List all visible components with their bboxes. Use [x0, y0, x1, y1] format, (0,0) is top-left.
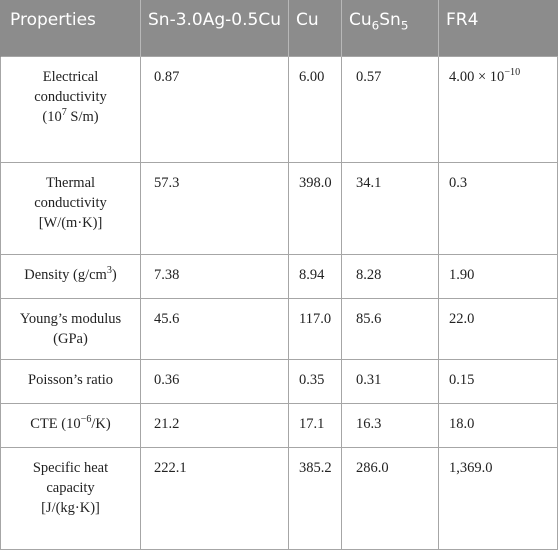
label-line: Electrical — [42, 68, 99, 85]
cell-cu: 6.00 — [288, 55, 342, 163]
cell-fr4-sup: −10 — [504, 66, 521, 78]
cell-cu6sn5: 85.6 — [341, 297, 439, 360]
label-line: conductivity — [34, 194, 107, 211]
cell-fr4: 1.90 — [438, 253, 558, 299]
header-cu6sn5-mid: Sn — [379, 10, 401, 30]
table-row: CTE (10−6/K) 21.2 17.1 16.3 18.0 — [0, 402, 558, 448]
header-fr4: FR4 — [438, 0, 558, 56]
row-label-thermal-conductivity: Thermal conductivity [W/(m·K)] — [0, 161, 141, 255]
label-unit-pre: (10 — [42, 108, 62, 125]
table-header: Properties Sn-3.0Ag-0.5Cu Cu Cu6Sn5 FR4 — [0, 0, 558, 56]
label-line: capacity — [46, 479, 95, 496]
label-unit-sup: 7 — [61, 106, 67, 118]
label-sup: −6 — [80, 413, 92, 425]
table-row: Poisson’s ratio 0.36 0.35 0.31 0.15 — [0, 358, 558, 404]
table-row: Density (g/cm3) 7.38 8.94 8.28 1.90 — [0, 253, 558, 299]
cell-sac305: 0.87 — [140, 55, 289, 163]
row-label-specific-heat-capacity: Specific heat capacity [J/(kg·K)] — [0, 446, 141, 550]
header-sac305: Sn-3.0Ag-0.5Cu — [140, 0, 289, 56]
row-label-density: Density (g/cm3) — [0, 253, 141, 299]
label-post: ) — [111, 266, 117, 283]
label-pre: Density (g/cm — [24, 266, 107, 283]
cell-cu6sn5: 16.3 — [341, 402, 439, 448]
label-line: [J/(kg·K)] — [41, 499, 100, 516]
cell-cu6sn5: 8.28 — [341, 253, 439, 299]
header-cu6sn5-base: Cu — [349, 10, 372, 30]
cell-cu: 0.35 — [288, 358, 342, 404]
cell-fr4-base: 4.00 × 10 — [449, 68, 505, 85]
table-body: Electrical conductivity (107 S/m) 0.87 6… — [0, 55, 558, 550]
cell-sac305: 222.1 — [140, 446, 289, 550]
label-sup: 3 — [106, 264, 112, 276]
cell-cu: 398.0 — [288, 161, 342, 255]
cell-sac305: 45.6 — [140, 297, 289, 360]
row-label-electrical-conductivity: Electrical conductivity (107 S/m) — [0, 55, 141, 163]
cell-cu: 117.0 — [288, 297, 342, 360]
table-row: Specific heat capacity [J/(kg·K)] 222.1 … — [0, 446, 558, 550]
label-line: Specific heat — [32, 459, 109, 476]
row-label-youngs-modulus: Young’s modulus (GPa) — [0, 297, 141, 360]
cell-cu6sn5: 34.1 — [341, 161, 439, 255]
label-line: [W/(m·K)] — [38, 214, 103, 231]
cell-sac305: 7.38 — [140, 253, 289, 299]
label-line: Thermal — [45, 174, 96, 191]
cell-sac305: 21.2 — [140, 402, 289, 448]
cell-cu6sn5: 0.57 — [341, 55, 439, 163]
cell-cu6sn5: 286.0 — [341, 446, 439, 550]
row-label-poissons-ratio: Poisson’s ratio — [0, 358, 141, 404]
cell-fr4: 0.3 — [438, 161, 558, 255]
label-line: Young’s modulus — [19, 310, 122, 327]
header-cu: Cu — [288, 0, 342, 56]
label-pre: CTE (10 — [30, 415, 81, 432]
header-cu6sn5-sub1: 6 — [371, 18, 380, 33]
cell-fr4: 4.00 × 10−10 — [438, 55, 558, 163]
cell-cu: 385.2 — [288, 446, 342, 550]
header-properties: Properties — [0, 0, 141, 56]
row-label-cte: CTE (10−6/K) — [0, 402, 141, 448]
cell-sac305: 57.3 — [140, 161, 289, 255]
header-row: Properties Sn-3.0Ag-0.5Cu Cu Cu6Sn5 FR4 — [0, 0, 558, 56]
cell-sac305: 0.36 — [140, 358, 289, 404]
cell-fr4: 1,369.0 — [438, 446, 558, 550]
cell-cu: 17.1 — [288, 402, 342, 448]
label-line: (GPa) — [53, 330, 88, 347]
label-post: /K) — [91, 415, 111, 432]
table-row: Young’s modulus (GPa) 45.6 117.0 85.6 22… — [0, 297, 558, 360]
table-row: Thermal conductivity [W/(m·K)] 57.3 398.… — [0, 161, 558, 255]
label-line: conductivity — [34, 88, 107, 105]
cell-cu6sn5: 0.31 — [341, 358, 439, 404]
table-row: Electrical conductivity (107 S/m) 0.87 6… — [0, 55, 558, 163]
header-cu6sn5: Cu6Sn5 — [341, 0, 439, 56]
cell-fr4: 22.0 — [438, 297, 558, 360]
cell-cu: 8.94 — [288, 253, 342, 299]
cell-fr4: 18.0 — [438, 402, 558, 448]
cell-fr4: 0.15 — [438, 358, 558, 404]
header-cu6sn5-sub2: 5 — [400, 18, 409, 33]
label-unit-post: S/m) — [66, 108, 99, 125]
